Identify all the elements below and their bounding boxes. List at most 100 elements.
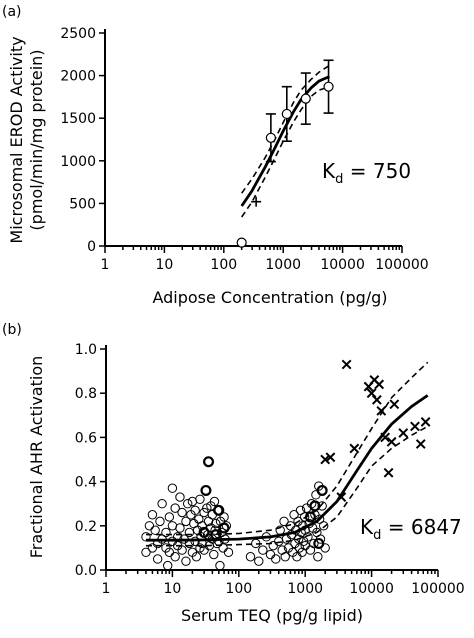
- chart-b-cross-point: [374, 379, 385, 390]
- chart-b-kd-sub: d: [373, 528, 381, 543]
- chart-a-kd-sub: d: [335, 172, 343, 187]
- chart-b-circle-point: [157, 499, 167, 509]
- chart-b-circle-point: [254, 556, 264, 566]
- chart-b-cross-point: [398, 428, 409, 438]
- chart-b-circle-point: [251, 538, 261, 549]
- chart-b-circle-point: [209, 496, 220, 507]
- chart-a-y-tick-label: 500: [69, 196, 96, 212]
- chart-b-cross-point: [386, 436, 397, 447]
- chart-a-fit-line: [240, 75, 330, 207]
- chart-b-circle-point: [219, 512, 229, 522]
- chart-a-data-point: [281, 108, 292, 120]
- chart-b-circle-point: [147, 510, 158, 520]
- chart-b-circle-point: [218, 543, 228, 553]
- chart-b-x-tick-label: 100000: [411, 581, 464, 597]
- chart-b-bold-circle-point: [200, 484, 212, 496]
- chart-b-circle-point: [161, 527, 171, 538]
- chart-a-data-point: [236, 237, 247, 248]
- chart-b-circle-point: [181, 556, 191, 566]
- chart-a-y-tick-label: 0: [87, 239, 96, 255]
- chart-b-circle-point: [317, 501, 327, 511]
- chart-b-ylabel: Fractional AHR Activation: [27, 356, 46, 558]
- chart-b-bold-circle-point: [316, 484, 328, 496]
- chart-b-cross-point: [341, 359, 352, 370]
- chart-a-y-tick-label: 2500: [60, 26, 96, 42]
- chart-b-circle-point: [195, 494, 205, 504]
- chart-b-circle-point: [197, 521, 207, 531]
- chart-b-circle-point: [175, 492, 185, 502]
- chart-b-bold-circle-point: [203, 456, 215, 468]
- chart-b-circle-point: [141, 532, 151, 542]
- chart-b-bold-circle-point: [213, 504, 225, 516]
- chart-b-cross-point: [349, 443, 360, 454]
- chart-a-kd-value: = 750: [343, 159, 411, 183]
- chart-b-bold-circle-point: [218, 522, 230, 534]
- chart-b-kd-k: K: [360, 515, 374, 539]
- chart-b-circle-point: [303, 532, 313, 542]
- chart-b-kd-value: = 6847: [381, 515, 461, 539]
- chart-b-cross-point: [371, 394, 382, 405]
- chart-b-ci-lower-line: [146, 425, 429, 547]
- chart-b-x-tick-label: 10000: [349, 581, 394, 597]
- chart-b-circle-point: [141, 547, 151, 558]
- chart-b-circle-point: [279, 516, 289, 527]
- chart-b-circle-point: [155, 516, 165, 527]
- chart-b-axes: 1 10 100 1000 10000 100000 0.0 0.2 0.4 0.6 0.8 1.0: [75, 342, 465, 597]
- chart-a-x-tick-label: 100000: [375, 257, 428, 273]
- chart-b-circle-point: [170, 552, 180, 562]
- chart-a-x-tick-label: 1: [101, 257, 110, 273]
- chart-a-axes: 1 10 100 1000 10000 100000 0 500 1000 1500 2000 250…: [60, 26, 428, 273]
- chart-b-cross-point: [383, 467, 394, 478]
- chart-b-kd-annotation: Kd = 6847: [360, 515, 462, 543]
- chart-a-kd-annotation: Kd = 750: [322, 159, 411, 187]
- chart-b-circle-point: [268, 540, 278, 551]
- chart-b-circle-point: [275, 525, 285, 535]
- chart-b-cross-point: [380, 432, 391, 443]
- chart-b-circle-point: [170, 503, 180, 513]
- chart-b-circle-point: [295, 505, 306, 516]
- chart-b-bold-circle-point: [304, 511, 316, 523]
- chart-b-plot: [141, 359, 431, 571]
- chart-b-cross-point: [410, 421, 420, 432]
- chart-a-ylabel-line1: Microsomal EROD Activity: [7, 36, 26, 243]
- chart-b-circle-point: [183, 499, 193, 509]
- chart-a-data-point: [323, 81, 334, 92]
- chart-b-circle-point: [221, 521, 232, 531]
- chart-b-y-tick-label: 0.6: [75, 430, 97, 446]
- chart-a-ylabel-line2: (pmol/min/mg protein): [27, 49, 46, 230]
- chart-b-bold-circle-point: [313, 537, 325, 549]
- chart-b-circle-point: [190, 505, 200, 516]
- chart-b-circle-point: [163, 560, 173, 571]
- chart-b-cross-point: [320, 454, 331, 465]
- chart-b-circle-point: [152, 554, 163, 564]
- chart-b-circle-point: [150, 525, 160, 535]
- chart-b-y-tick-label: 0.2: [75, 519, 97, 535]
- chart-b-circle-point: [261, 532, 272, 542]
- chart-a-data-point: [265, 132, 276, 143]
- chart-b-bold-circle-point: [309, 500, 321, 512]
- chart-b-circle-point: [271, 554, 281, 564]
- chart-a-kd-k: K: [322, 159, 336, 183]
- chart-a-xlabel: Adipose Concentration (pg/g): [152, 288, 387, 307]
- chart-b-y-tick-label: 0.4: [75, 475, 97, 491]
- panel-b-label: (b): [2, 322, 22, 338]
- chart-b-circle-point: [258, 545, 268, 555]
- chart-b-xlabel: Serum TEQ (pg/g lipid): [181, 606, 363, 625]
- chart-a-x-tick-label: 1000: [265, 257, 301, 273]
- chart-b-circle-point: [167, 483, 178, 493]
- chart-b-ci-upper-line: [146, 361, 429, 536]
- chart-b-circle-point: [223, 547, 234, 558]
- chart-b-x-tick-label: 1: [102, 581, 111, 597]
- chart-b-circle-point: [265, 549, 276, 560]
- chart-b-circle-point: [177, 507, 187, 518]
- chart-b-circle-point: [177, 545, 187, 555]
- panel-a-label: (a): [2, 4, 22, 20]
- chart-b-x-tick-label: 10: [163, 581, 181, 597]
- chart-b-circle-point: [277, 545, 287, 555]
- chart-a-y-tick-label: 1000: [60, 154, 96, 170]
- chart-b-circle-point: [209, 549, 219, 560]
- chart-b-circle-point: [309, 538, 319, 549]
- chart-b-x-tick-label: 100: [225, 581, 252, 597]
- chart-b-cross-point: [389, 399, 400, 410]
- chart-a-plot: [236, 59, 334, 248]
